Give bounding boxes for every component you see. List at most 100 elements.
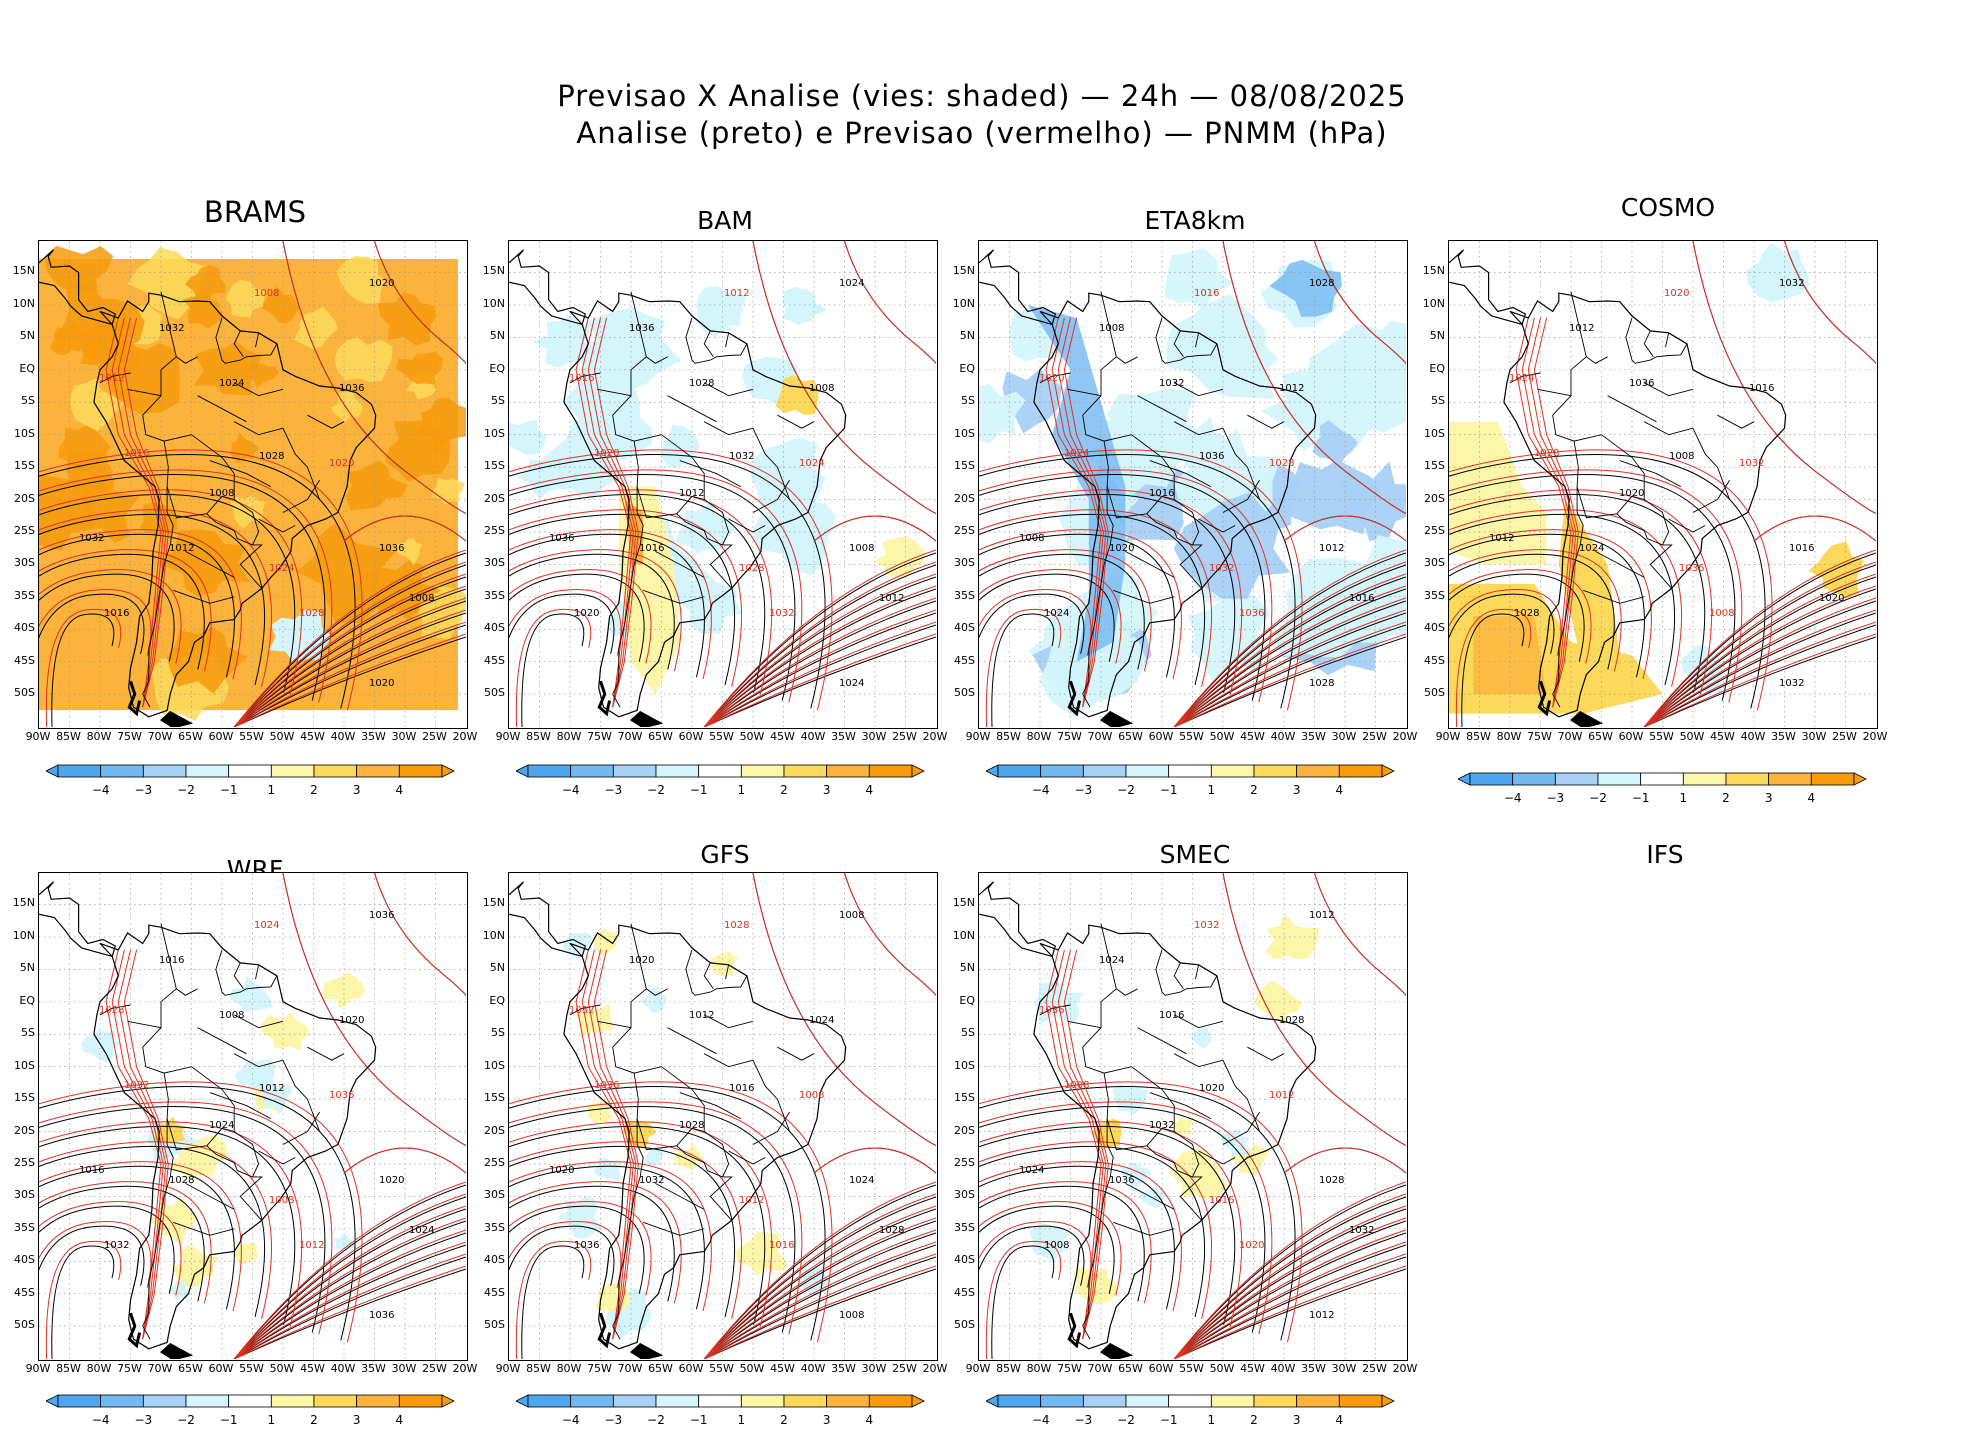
contour-label: 1008 (219, 1010, 244, 1021)
contour-label: 1020 (629, 955, 654, 966)
contour-label: 1028 (724, 920, 749, 931)
coastlines (979, 881, 1317, 1359)
colorbar-label: 1 (1208, 783, 1216, 797)
contour-label: 1036 (1679, 563, 1704, 574)
lon-label: 50W (1679, 730, 1705, 743)
contour-label: 1016 (729, 1083, 754, 1094)
colorbar-segment (826, 1394, 870, 1408)
lat-label: 25S (1424, 523, 1445, 537)
colorbar-label: −2 (647, 1413, 665, 1427)
map-canvas: 1012 1024 1036 1016 1028 1008 1020 1032 1012 1024… (509, 241, 936, 727)
contour-label: 1012 (1309, 910, 1334, 921)
contour-label: 1020 (1664, 288, 1689, 299)
colorbar-label: 2 (780, 1413, 788, 1427)
lon-label: 25W (422, 730, 447, 743)
contour-label: 1008 (1099, 323, 1124, 334)
colorbar-segment (1168, 764, 1212, 778)
bias-shading (81, 972, 365, 1301)
lat-label: 5S (21, 394, 35, 408)
colorbar-segment (1253, 764, 1298, 778)
panel-title-bam: BAM (697, 206, 753, 235)
colorbar-label: 2 (310, 783, 318, 797)
lon-label: 85W (526, 1362, 551, 1375)
lon-label: 20W (452, 1362, 478, 1375)
colorbar-segment (1296, 764, 1340, 778)
contour-label: 1016 (1209, 1195, 1234, 1206)
lat-label: 40S (1424, 621, 1445, 635)
contour-label: 1012 (724, 288, 749, 299)
lat-label: 15N (12, 264, 35, 278)
map-canvas: 1016 1028 1008 1020 1032 1012 1024 1036 1016 1028… (979, 241, 1406, 727)
lat-label: 20S (954, 491, 975, 505)
lat-label: 15S (1424, 459, 1445, 473)
contour-label: 1024 (1064, 448, 1089, 459)
lat-label: 35S (14, 1220, 35, 1234)
lon-label: 90W (495, 730, 521, 743)
lon-label: 55W (709, 730, 734, 743)
isobars (39, 241, 466, 727)
colorbar-label: 2 (1250, 783, 1258, 797)
contour-label: 1024 (209, 1120, 234, 1131)
lon-label: 30W (391, 1362, 417, 1375)
contour-label: 1012 (299, 1240, 324, 1251)
contour-label: 1024 (254, 920, 279, 931)
contour-label: 1032 (79, 533, 104, 544)
contour-label: 1032 (639, 1175, 664, 1186)
coastlines (39, 249, 377, 727)
lat-label: 5S (491, 394, 505, 408)
lat-label: 15N (1422, 264, 1445, 278)
contour-label: 1036 (1109, 1175, 1134, 1186)
contour-label: 1032 (1739, 458, 1764, 469)
contour-label: 1036 (339, 383, 364, 394)
lon-label: 30W (861, 1362, 887, 1375)
colorbar-segment (142, 764, 187, 778)
contour-label: 1012 (1269, 1090, 1294, 1101)
contour-label: 1020 (379, 1175, 404, 1186)
lat-label: 30S (1424, 556, 1445, 570)
colorbar: −4 −3 −2 −1 1 2 3 4 (516, 1394, 925, 1427)
colorbar-label: 2 (780, 783, 788, 797)
contour-label: 1036 (594, 1080, 619, 1091)
lat-label: 5S (21, 1026, 35, 1040)
lat-label: 40S (954, 621, 975, 635)
lon-label: 40W (800, 1362, 826, 1375)
lat-label: 5N (489, 329, 505, 343)
contour-label: 1020 (369, 678, 394, 689)
contour-labels: 1024 1036 1016 1028 1008 1020 1032 1012 1024 1036… (79, 910, 434, 1321)
lon-label: 80W (1026, 1362, 1052, 1375)
lon-label: 25W (422, 1362, 447, 1375)
lon-label: 75W (1057, 1362, 1082, 1375)
lon-label: 90W (965, 730, 991, 743)
contour-label: 1020 (1199, 1083, 1224, 1094)
colorbar-label: −1 (220, 783, 238, 797)
contour-label: 1012 (1319, 543, 1344, 554)
contour-label: 1032 (1159, 378, 1184, 389)
map-gfs: 1028 1008 1020 1032 1012 1024 1036 1016 1028 1008… (508, 872, 938, 1361)
lat-label: 20S (484, 1123, 505, 1137)
lon-label: 25W (892, 1362, 917, 1375)
contour-label: 1028 (99, 1005, 124, 1016)
lon-label: 70W (1087, 730, 1113, 743)
contour-label: 1024 (1509, 373, 1534, 384)
grid-lines (509, 873, 936, 1359)
lon-label: 45W (1710, 730, 1735, 743)
lon-label: 70W (1557, 730, 1583, 743)
lat-label: 35S (954, 588, 975, 602)
contour-label: 1012 (259, 1083, 284, 1094)
colorbar-segment (57, 1394, 102, 1408)
lon-label: 50W (1209, 730, 1235, 743)
lon-label: 50W (269, 730, 295, 743)
colorbar-label: −2 (177, 1413, 195, 1427)
contour-label: 1032 (769, 608, 794, 619)
colorbar-segment (740, 1394, 785, 1408)
lat-label: 10N (482, 296, 505, 310)
lat-label: 15S (484, 1091, 505, 1105)
lat-label: 20S (1424, 491, 1445, 505)
lat-label: EQ (489, 361, 505, 375)
colorbar-label: 1 (268, 783, 276, 797)
contour-label: 1020 (1819, 593, 1844, 604)
lon-label: 75W (117, 1362, 142, 1375)
lon-label: 75W (117, 730, 142, 743)
colorbar-label: 1 (268, 1413, 276, 1427)
colorbar-segment (142, 1394, 187, 1408)
